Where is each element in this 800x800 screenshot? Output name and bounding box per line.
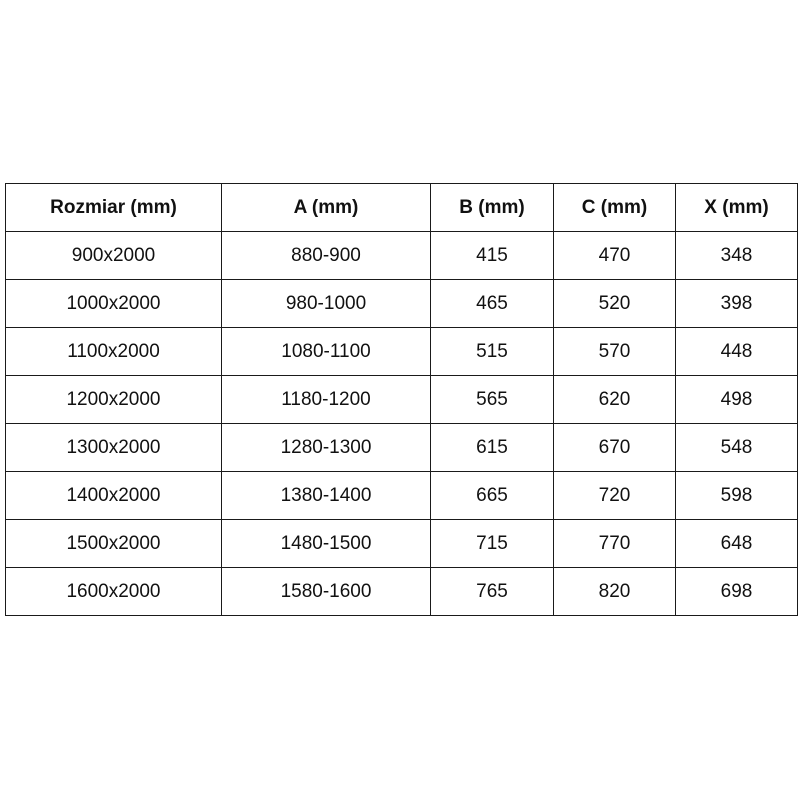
table-cell: 615 <box>430 423 554 472</box>
table-cell: 720 <box>553 471 676 520</box>
table-cell: 665 <box>430 471 554 520</box>
table-cell: 348 <box>675 231 798 280</box>
table-cell: 548 <box>675 423 798 472</box>
table-row: 1400x2000 1380-1400 665 720 598 <box>5 471 798 520</box>
column-header: A (mm) <box>221 183 431 232</box>
table-cell: 1300x2000 <box>5 423 222 472</box>
table-cell: 598 <box>675 471 798 520</box>
table-row: 1200x2000 1180-1200 565 620 498 <box>5 375 798 424</box>
table-cell: 1000x2000 <box>5 279 222 328</box>
table-cell: 900x2000 <box>5 231 222 280</box>
table-cell: 1200x2000 <box>5 375 222 424</box>
table-cell: 715 <box>430 519 554 568</box>
dimensions-table: Rozmiar (mm) A (mm) B (mm) C (mm) X (mm) 900… <box>5 183 798 616</box>
column-header: Rozmiar (mm) <box>5 183 222 232</box>
table-cell: 415 <box>430 231 554 280</box>
column-header: C (mm) <box>553 183 676 232</box>
table-row: 1600x2000 1580-1600 765 820 698 <box>5 567 798 616</box>
table-cell: 465 <box>430 279 554 328</box>
table-cell: 515 <box>430 327 554 376</box>
table-row: 1300x2000 1280-1300 615 670 548 <box>5 423 798 472</box>
table-cell: 1600x2000 <box>5 567 222 616</box>
table-row: 1100x2000 1080-1100 515 570 448 <box>5 327 798 376</box>
table-cell: 765 <box>430 567 554 616</box>
table-cell: 1400x2000 <box>5 471 222 520</box>
table-cell: 980-1000 <box>221 279 431 328</box>
table-cell: 1280-1300 <box>221 423 431 472</box>
table-row: 900x2000 880-900 415 470 348 <box>5 231 798 280</box>
table-cell: 648 <box>675 519 798 568</box>
table-row: 1000x2000 980-1000 465 520 398 <box>5 279 798 328</box>
table-cell: 398 <box>675 279 798 328</box>
table-cell: 770 <box>553 519 676 568</box>
table-row: 1500x2000 1480-1500 715 770 648 <box>5 519 798 568</box>
table-cell: 520 <box>553 279 676 328</box>
table-cell: 1580-1600 <box>221 567 431 616</box>
table-cell: 570 <box>553 327 676 376</box>
table-cell: 1380-1400 <box>221 471 431 520</box>
table-cell: 1080-1100 <box>221 327 431 376</box>
table-cell: 880-900 <box>221 231 431 280</box>
table-cell: 1500x2000 <box>5 519 222 568</box>
table-cell: 1480-1500 <box>221 519 431 568</box>
table-cell: 620 <box>553 375 676 424</box>
table-cell: 1180-1200 <box>221 375 431 424</box>
table-cell: 565 <box>430 375 554 424</box>
table-cell: 1100x2000 <box>5 327 222 376</box>
table-cell: 448 <box>675 327 798 376</box>
table-cell: 670 <box>553 423 676 472</box>
table-cell: 470 <box>553 231 676 280</box>
column-header: X (mm) <box>675 183 798 232</box>
table-cell: 820 <box>553 567 676 616</box>
table-cell: 698 <box>675 567 798 616</box>
header-row: Rozmiar (mm) A (mm) B (mm) C (mm) X (mm) <box>5 183 798 232</box>
column-header: B (mm) <box>430 183 554 232</box>
table-cell: 498 <box>675 375 798 424</box>
